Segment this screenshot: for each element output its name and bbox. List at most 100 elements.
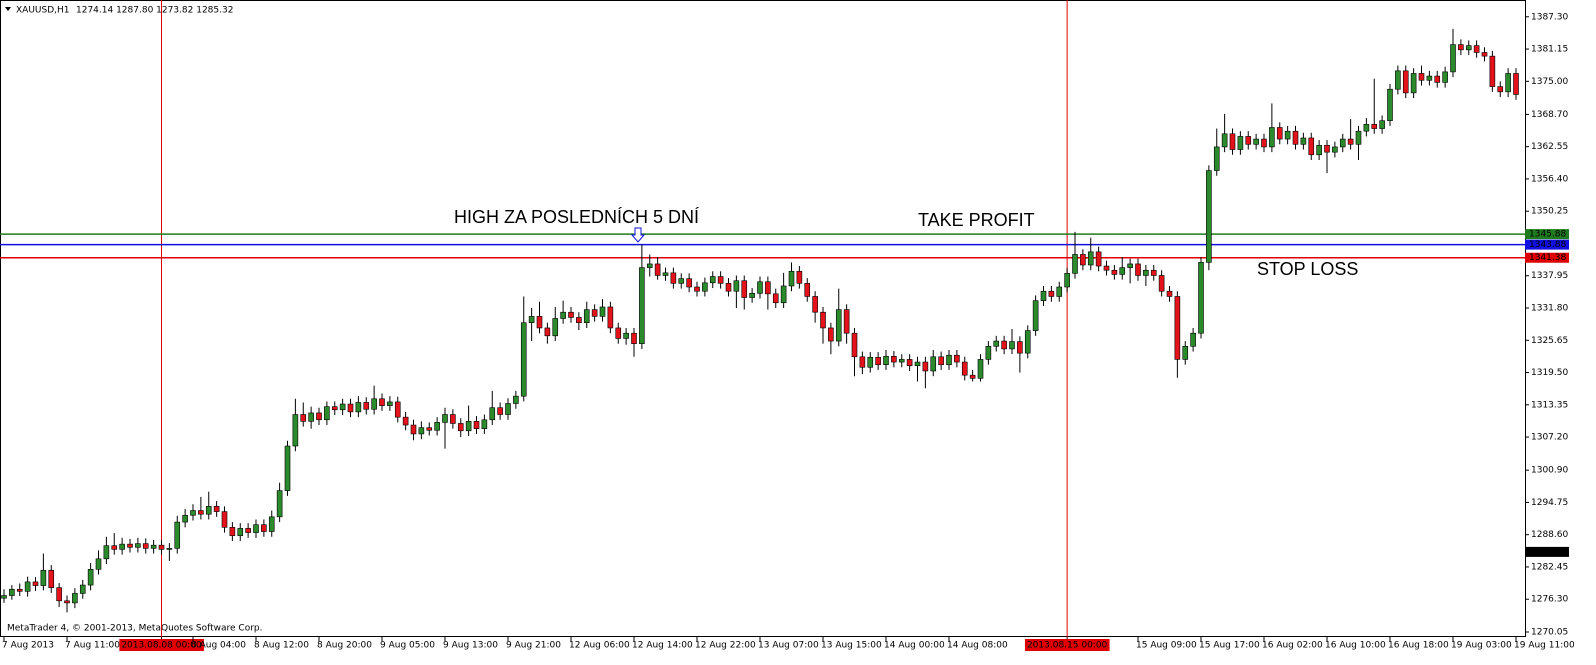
x-tick-label: 13 Aug 07:00 xyxy=(758,641,819,651)
x-tick-label: 7 Aug 11:00 xyxy=(65,641,120,651)
candle-body xyxy=(914,361,921,367)
candle-body xyxy=(898,359,905,363)
y-tick-label: 1282.45 xyxy=(1531,562,1568,572)
candle-body xyxy=(79,584,86,594)
candle-body xyxy=(961,361,968,376)
candle-body xyxy=(513,395,519,404)
candle-body xyxy=(891,355,897,363)
candle-body xyxy=(1284,130,1291,140)
candle-body xyxy=(1426,75,1433,81)
candle-body xyxy=(1166,290,1173,297)
candle-body xyxy=(1017,341,1023,354)
candle-body xyxy=(174,521,181,549)
candle-body xyxy=(229,527,236,537)
annotation: TAKE PROFIT xyxy=(918,210,1035,230)
plot-frame xyxy=(0,0,1526,637)
candle-body xyxy=(205,506,212,515)
candle-body xyxy=(520,322,527,397)
candle-body xyxy=(631,332,637,344)
annotation: STOP LOSS xyxy=(1257,259,1358,279)
x-tick-label: 13 Aug 15:00 xyxy=(821,641,882,651)
candle-body xyxy=(725,283,732,292)
candle-body xyxy=(24,581,31,592)
candle-body xyxy=(1442,71,1448,83)
candle-body xyxy=(1143,269,1149,276)
candle-body xyxy=(812,296,818,313)
y-tick-label: 1350.25 xyxy=(1531,207,1568,217)
y-tick-label: 1276.30 xyxy=(1531,595,1568,605)
candle-body xyxy=(1339,138,1346,148)
candle-body xyxy=(1379,120,1385,129)
candle-body xyxy=(560,311,566,319)
candle-body xyxy=(1056,286,1063,297)
y-tick-label: 1368.70 xyxy=(1531,110,1568,120)
candle-body xyxy=(946,354,952,365)
y-tick-label: 1294.75 xyxy=(1531,498,1568,508)
candle-body xyxy=(394,401,401,418)
y-tick-label: 1270.05 xyxy=(1531,628,1568,638)
candle-body xyxy=(1087,251,1094,266)
x-tick-label: 9 Aug 13:00 xyxy=(443,641,498,651)
candle-body xyxy=(1505,73,1511,93)
candle-body xyxy=(1237,136,1244,150)
x-tick-label: 7 Aug 2013 xyxy=(2,641,54,651)
x-tick-label: 12 Aug 06:00 xyxy=(569,641,630,651)
level-tag xyxy=(1525,252,1569,263)
candle-body xyxy=(1111,269,1118,275)
candle-body xyxy=(678,278,685,284)
candle-body xyxy=(1009,341,1015,350)
candle-body xyxy=(1032,300,1039,331)
candle-body xyxy=(32,581,39,586)
y-tick-label: 1313.35 xyxy=(1531,400,1568,410)
candle-body xyxy=(1332,146,1338,153)
candle-body xyxy=(820,311,826,329)
menu-triangle xyxy=(5,7,11,11)
candle-body xyxy=(772,293,779,304)
candle-body xyxy=(969,374,976,379)
candle-body xyxy=(300,414,307,422)
candle-body xyxy=(993,340,1000,347)
candle-body xyxy=(686,278,692,288)
candle-body xyxy=(253,524,259,533)
candle-body xyxy=(938,356,944,365)
candle-body xyxy=(985,346,992,360)
x-tick-label: 9 Aug 21:00 xyxy=(506,641,561,651)
header-values: 1274.14 1287.80 1273.82 1285.32 xyxy=(76,6,233,16)
arrow-icon xyxy=(630,227,646,243)
candle-body xyxy=(1103,265,1110,271)
candle-body xyxy=(1395,70,1401,90)
candle-body xyxy=(1229,133,1236,150)
candle-body xyxy=(135,543,141,548)
y-tick-label: 1362.55 xyxy=(1531,142,1568,152)
candle-body xyxy=(426,427,433,431)
candle-body xyxy=(355,402,362,413)
candle-body xyxy=(977,359,984,379)
candle-body xyxy=(16,588,23,592)
candle-body xyxy=(158,544,165,550)
candle-body xyxy=(851,332,858,358)
candle-body xyxy=(316,412,322,421)
candle-body xyxy=(127,543,133,548)
candle-body xyxy=(1465,45,1472,51)
candle-body xyxy=(757,281,763,294)
candle-body xyxy=(733,280,740,292)
candle-body xyxy=(583,309,590,323)
candle-body xyxy=(221,511,228,528)
x-tick-label: 8 Aug 04:00 xyxy=(191,641,246,651)
candle-body xyxy=(1418,73,1425,81)
candle-body xyxy=(906,359,913,367)
candle-body xyxy=(450,414,456,424)
candle-body xyxy=(1253,138,1259,145)
candle-body xyxy=(1119,267,1126,275)
candle-body xyxy=(694,286,700,292)
candle-body xyxy=(528,316,535,323)
y-tick-label: 1331.80 xyxy=(1531,304,1568,314)
candle-body xyxy=(1363,124,1370,132)
candle-body xyxy=(1213,146,1220,171)
candle-body xyxy=(741,280,748,298)
candle-body xyxy=(1387,88,1393,121)
candle-body xyxy=(190,510,196,516)
candle-body xyxy=(749,293,755,298)
candle-body xyxy=(1245,136,1252,145)
